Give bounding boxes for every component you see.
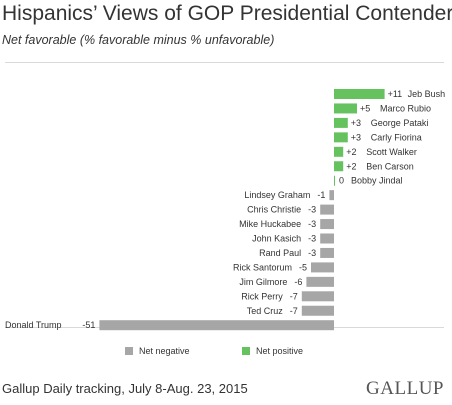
value-label-chris-christie: -3: [308, 205, 316, 215]
category-label-chris-christie: Chris Christie: [247, 205, 301, 215]
bar-marco-rubio: [334, 103, 357, 114]
bar-carly-fiorina: [334, 132, 348, 143]
value-label-mike-huckabee: -3: [308, 219, 316, 229]
bar-scott-walker: [334, 146, 344, 157]
legend-swatch-positive: [242, 347, 250, 355]
bar-rand-paul: [320, 247, 334, 258]
value-label-donald-trump: -51: [82, 320, 95, 330]
category-label-carly-fiorina: Carly Fiorina: [371, 132, 422, 142]
category-label-jim-gilmore: Jim Gilmore: [239, 277, 287, 287]
legend-label-positive: Net positive: [256, 346, 304, 356]
value-label-carly-fiorina: +3: [351, 132, 361, 142]
gallup-logo: GALLUP: [366, 378, 444, 399]
chart-title: Hispanics’ Views of GOP Presidential Con…: [2, 2, 452, 25]
category-label-marco-rubio: Marco Rubio: [380, 103, 431, 113]
bar-lindsey-graham: [329, 190, 334, 201]
value-label-bobby-jindal: 0: [339, 176, 344, 186]
category-label-rand-paul: Rand Paul: [259, 248, 301, 258]
bar-jeb-bush: [334, 89, 385, 99]
value-label-ben-carson: +2: [346, 161, 356, 171]
category-label-rick-santorum: Rick Santorum: [233, 262, 292, 272]
bar-ted-cruz: [301, 305, 334, 316]
bar-john-kasich: [320, 233, 334, 244]
bar-jim-gilmore: [306, 276, 334, 287]
category-label-john-kasich: John Kasich: [252, 234, 301, 244]
value-label-john-kasich: -3: [308, 234, 316, 244]
category-label-bobby-jindal: Bobby Jindal: [351, 176, 403, 186]
category-label-ben-carson: Ben Carson: [366, 161, 414, 171]
source-note: Gallup Daily tracking, July 8-Aug. 23, 2…: [2, 381, 248, 396]
category-label-lindsey-graham: Lindsey Graham: [244, 190, 310, 200]
value-label-ted-cruz: -7: [290, 306, 298, 316]
legend-item-negative: Net negative: [125, 346, 190, 356]
chart-subtitle: Net favorable (% favorable minus % unfav…: [2, 33, 275, 47]
value-label-jim-gilmore: -6: [294, 277, 302, 287]
value-label-jeb-bush: +11: [388, 89, 403, 99]
value-label-marco-rubio: +5: [360, 103, 370, 113]
category-label-mike-huckabee: Mike Huckabee: [239, 219, 301, 229]
category-label-jeb-bush: Jeb Bush: [408, 89, 446, 99]
bar-george-pataki: [334, 117, 348, 128]
value-label-lindsey-graham: -1: [317, 190, 325, 200]
bar-mike-huckabee: [320, 219, 334, 230]
legend-item-positive: Net positive: [242, 346, 303, 356]
category-label-scott-walker: Scott Walker: [366, 147, 417, 157]
bar-chris-christie: [320, 204, 334, 215]
bar-rick-santorum: [311, 262, 334, 273]
legend-swatch-negative: [125, 347, 133, 355]
value-label-rick-santorum: -5: [299, 262, 307, 272]
bar-rick-perry: [301, 291, 334, 302]
category-label-donald-trump: Donald Trump: [5, 320, 62, 330]
bar-donald-trump: [99, 320, 335, 331]
category-label-george-pataki: George Pataki: [371, 118, 429, 128]
value-label-rand-paul: -3: [308, 248, 316, 258]
category-label-rick-perry: Rick Perry: [241, 291, 283, 301]
bar-ben-carson: [334, 161, 344, 172]
value-label-rick-perry: -7: [290, 291, 298, 301]
category-label-ted-cruz: Ted Cruz: [247, 306, 284, 316]
value-label-scott-walker: +2: [346, 147, 356, 157]
value-label-george-pataki: +3: [351, 118, 361, 128]
legend-label-negative: Net negative: [139, 346, 190, 356]
